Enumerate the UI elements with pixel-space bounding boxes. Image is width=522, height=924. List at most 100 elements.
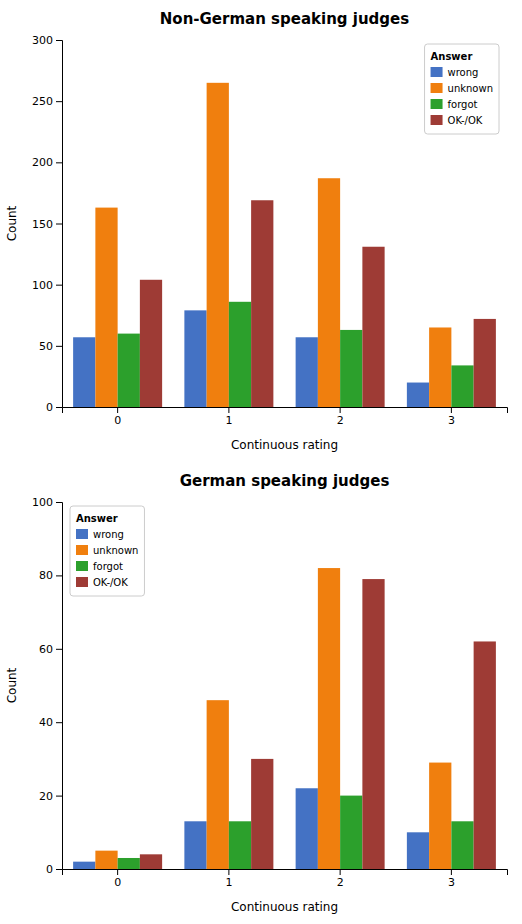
y-tick: 100	[32, 496, 62, 509]
bar	[251, 759, 273, 869]
bar	[407, 383, 429, 407]
panel: 0123050100150200250300Answerwrongunknown…	[5, 10, 508, 452]
bar-series	[140, 200, 496, 407]
legend-swatch	[76, 577, 88, 587]
y-axis-title: Count	[5, 205, 19, 241]
legend-entry: forgot	[93, 561, 123, 572]
bar	[184, 310, 206, 407]
x-tick: 2	[337, 407, 344, 427]
y-tick-mark	[56, 101, 62, 102]
x-tick-mark	[117, 869, 118, 875]
bar-series	[118, 302, 474, 407]
y-tick-mark	[56, 224, 62, 225]
plot: 0123050100150200250300Answerwrongunknown…	[32, 34, 508, 427]
x-axis: 0123	[63, 869, 508, 889]
bar	[140, 854, 162, 869]
bar	[429, 327, 451, 407]
bar	[340, 330, 362, 407]
y-tick-label: 200	[32, 156, 53, 169]
y-axis-title: Count	[5, 667, 19, 703]
bar	[451, 821, 473, 869]
y-tick-label: 0	[46, 401, 53, 414]
x-tick-mark	[451, 869, 452, 875]
bar	[474, 641, 496, 869]
bar	[73, 337, 95, 407]
bar	[296, 337, 318, 407]
legend: AnswerwrongunknownforgotOK-/OK	[425, 44, 499, 134]
x-tick-label: 1	[225, 876, 232, 889]
bar	[95, 208, 117, 407]
bar	[207, 83, 229, 407]
x-tick: 0	[114, 869, 121, 889]
y-tick-mark	[56, 285, 62, 286]
legend-swatch	[431, 115, 443, 125]
bars	[73, 568, 496, 869]
y-tick: 0	[46, 401, 62, 414]
y-tick: 300	[32, 34, 62, 47]
legend-entry: OK-/OK	[93, 577, 128, 588]
bar	[474, 319, 496, 407]
bar	[118, 334, 140, 407]
y-tick-label: 20	[39, 790, 53, 803]
y-tick-label: 0	[46, 863, 53, 876]
bar	[318, 178, 340, 407]
plot: 0123020406080100Answerwrongunknownforgot…	[32, 496, 508, 889]
bar	[95, 851, 117, 869]
bar-series	[95, 568, 451, 869]
x-tick-mark	[340, 407, 341, 413]
y-tick-label: 250	[32, 95, 53, 108]
x-axis: 0 1 2 3	[63, 407, 508, 427]
y-tick: 20	[39, 790, 62, 803]
y-tick-label: 50	[39, 340, 53, 353]
bar	[207, 700, 229, 869]
x-tick-label: 2	[337, 876, 344, 889]
y-tick-label: 100	[32, 496, 53, 509]
x-tick-mark	[117, 407, 118, 413]
bar	[362, 247, 384, 407]
legend-entry: OK-/OK	[448, 115, 483, 126]
x-tick-mark	[228, 869, 229, 875]
legend-entry: unknown	[93, 545, 138, 556]
y-tick-mark	[56, 162, 62, 163]
bar	[229, 821, 251, 869]
y-tick-mark	[56, 346, 62, 347]
legend-swatch	[431, 99, 443, 109]
legend-entry: wrong	[448, 67, 479, 78]
y-tick-label: 150	[32, 218, 53, 231]
bar	[140, 280, 162, 407]
x-tick-label: 3	[448, 414, 455, 427]
y-tick-mark	[56, 40, 62, 41]
bar-series	[118, 796, 474, 869]
y-tick-mark	[56, 722, 62, 723]
bar	[451, 365, 473, 407]
legend-title: Answer	[431, 51, 473, 62]
y-axis-line	[56, 503, 63, 870]
panel: 0123020406080100Answerwrongunknownforgot…	[5, 472, 508, 914]
x-tick-label: 2	[337, 414, 344, 427]
bar	[340, 796, 362, 869]
legend-box	[70, 506, 144, 596]
y-tick-mark	[56, 649, 62, 650]
x-tick-label: 0	[114, 414, 121, 427]
x-tick: 1	[225, 407, 232, 427]
x-axis-title: Continuous rating	[231, 900, 338, 914]
x-tick: 1	[225, 869, 232, 889]
bar	[184, 821, 206, 869]
x-tick: 0	[114, 407, 121, 427]
y-tick-mark	[56, 502, 62, 503]
legend-entry: wrong	[93, 529, 124, 540]
chart-svg: 0123050100150200250300Answerwrongunknown…	[0, 0, 522, 924]
legend-swatch	[76, 561, 88, 571]
bar-series	[140, 579, 496, 869]
x-tick-mark	[228, 407, 229, 413]
bar-series	[95, 83, 451, 407]
legend-swatch	[76, 529, 88, 539]
y-tick-label: 300	[32, 34, 53, 47]
legend-swatch	[76, 545, 88, 555]
y-tick-label: 40	[39, 716, 53, 729]
bar	[118, 858, 140, 869]
legend-swatch	[431, 67, 443, 77]
x-tick-label: 0	[114, 876, 121, 889]
legend-box	[425, 44, 499, 134]
y-tick-mark	[56, 869, 62, 870]
